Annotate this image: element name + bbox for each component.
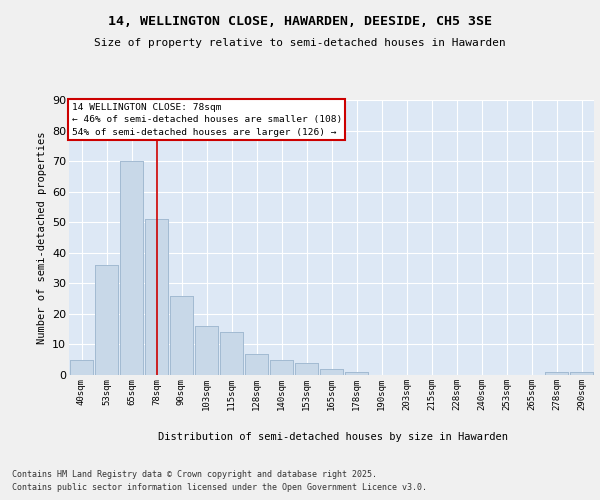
Text: Contains HM Land Registry data © Crown copyright and database right 2025.: Contains HM Land Registry data © Crown c… bbox=[12, 470, 377, 479]
Text: 14 WELLINGTON CLOSE: 78sqm
← 46% of semi-detached houses are smaller (108)
54% o: 14 WELLINGTON CLOSE: 78sqm ← 46% of semi… bbox=[71, 103, 342, 136]
Text: Size of property relative to semi-detached houses in Hawarden: Size of property relative to semi-detach… bbox=[94, 38, 506, 48]
Bar bbox=[145, 219, 168, 375]
Bar bbox=[170, 296, 193, 375]
Bar bbox=[270, 360, 293, 375]
Bar bbox=[220, 332, 243, 375]
Bar bbox=[345, 372, 368, 375]
Text: Distribution of semi-detached houses by size in Hawarden: Distribution of semi-detached houses by … bbox=[158, 432, 508, 442]
Text: 14, WELLINGTON CLOSE, HAWARDEN, DEESIDE, CH5 3SE: 14, WELLINGTON CLOSE, HAWARDEN, DEESIDE,… bbox=[108, 15, 492, 28]
Bar bbox=[270, 360, 293, 375]
Bar bbox=[70, 360, 93, 375]
Bar bbox=[195, 326, 218, 375]
Bar bbox=[295, 363, 318, 375]
Bar bbox=[120, 161, 143, 375]
Bar bbox=[320, 369, 343, 375]
Bar bbox=[570, 372, 593, 375]
Bar bbox=[295, 363, 318, 375]
Bar bbox=[145, 219, 168, 375]
Bar bbox=[95, 265, 118, 375]
Bar bbox=[120, 161, 143, 375]
Bar bbox=[545, 372, 568, 375]
Y-axis label: Number of semi-detached properties: Number of semi-detached properties bbox=[37, 131, 47, 344]
Bar bbox=[220, 332, 243, 375]
Bar bbox=[95, 265, 118, 375]
Bar bbox=[545, 372, 568, 375]
Text: Contains public sector information licensed under the Open Government Licence v3: Contains public sector information licen… bbox=[12, 482, 427, 492]
Bar bbox=[345, 372, 368, 375]
Bar bbox=[170, 296, 193, 375]
Bar bbox=[195, 326, 218, 375]
Bar bbox=[245, 354, 268, 375]
Bar bbox=[245, 354, 268, 375]
Bar bbox=[320, 369, 343, 375]
Bar bbox=[570, 372, 593, 375]
Bar bbox=[70, 360, 93, 375]
